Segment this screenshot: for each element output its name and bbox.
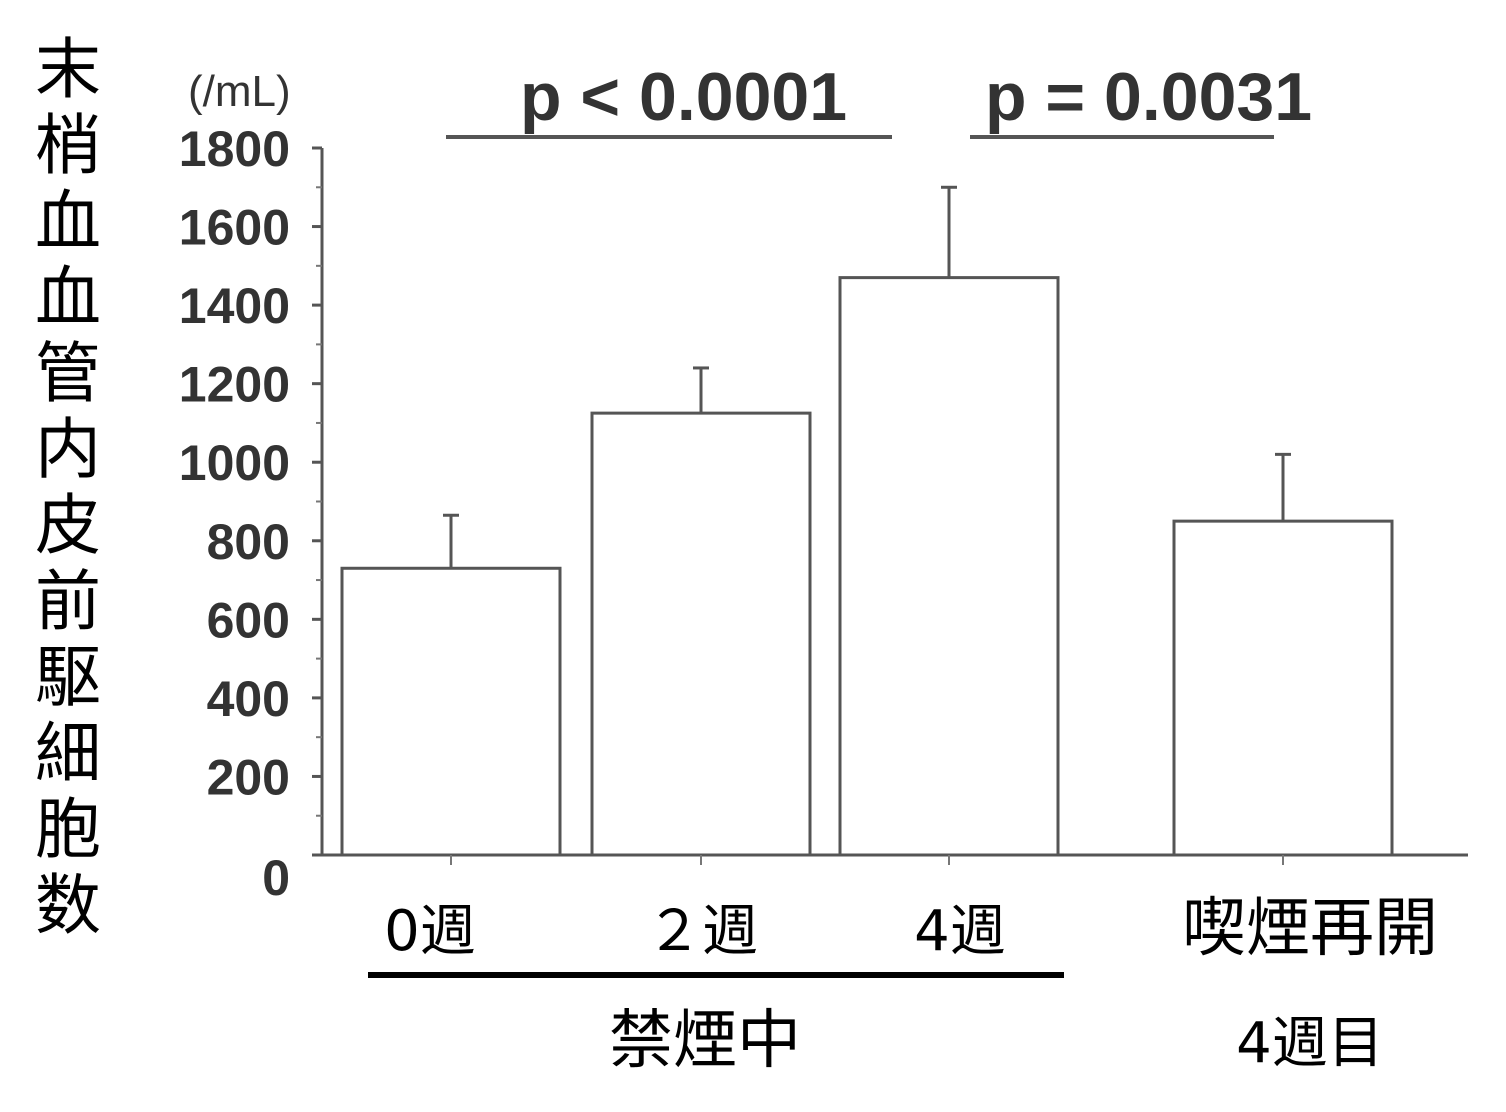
y-axis-label-char: 内	[35, 411, 101, 488]
y-axis-label-char: 末	[35, 31, 101, 108]
bar	[1172, 519, 1394, 857]
bar	[590, 411, 812, 857]
y-axis-label-char: 前	[35, 563, 101, 640]
y-axis-label-char: 血	[35, 259, 101, 336]
x-category-label: 喫煙再開	[1182, 892, 1438, 966]
y-tick-label: 1200	[179, 357, 290, 413]
x-category-label: 0週	[384, 899, 476, 964]
y-axis-label-char: 血	[35, 183, 101, 260]
y-axis-unit: (/mL)	[188, 67, 291, 116]
group-label: 禁煙中	[609, 1004, 801, 1078]
y-axis-label-char: 梢	[35, 107, 101, 184]
y-axis-label: 末梢血血管内皮前駆細胞数	[18, 32, 118, 944]
y-axis-label-char: 管	[35, 335, 101, 412]
p-value-label: p < 0.0001	[520, 59, 847, 135]
y-tick-label: 1400	[179, 278, 290, 334]
bar	[838, 276, 1060, 857]
y-tick-label: 800	[207, 514, 290, 570]
y-axis-label-char: 細	[35, 715, 101, 792]
y-axis-label-char: 駆	[35, 639, 101, 716]
y-tick-label: 600	[207, 592, 290, 648]
y-tick-label: 400	[207, 671, 290, 727]
y-axis-label-char: 数	[35, 867, 101, 944]
bar	[340, 566, 562, 857]
y-tick-label: 200	[207, 749, 290, 805]
x-category-label: ２週	[646, 899, 758, 964]
y-tick-label: 1600	[179, 200, 290, 256]
x-category-sublabel: 4週目	[1236, 1011, 1384, 1076]
y-axis-label-char: 胞	[35, 791, 101, 868]
y-tick-label: 1800	[179, 121, 290, 177]
x-category-label: 4週	[914, 899, 1006, 964]
y-axis-label-char: 皮	[35, 487, 101, 564]
y-tick-label: 0	[262, 850, 290, 906]
y-tick-label: 1000	[179, 435, 290, 491]
p-value-label: p = 0.0031	[985, 59, 1312, 135]
